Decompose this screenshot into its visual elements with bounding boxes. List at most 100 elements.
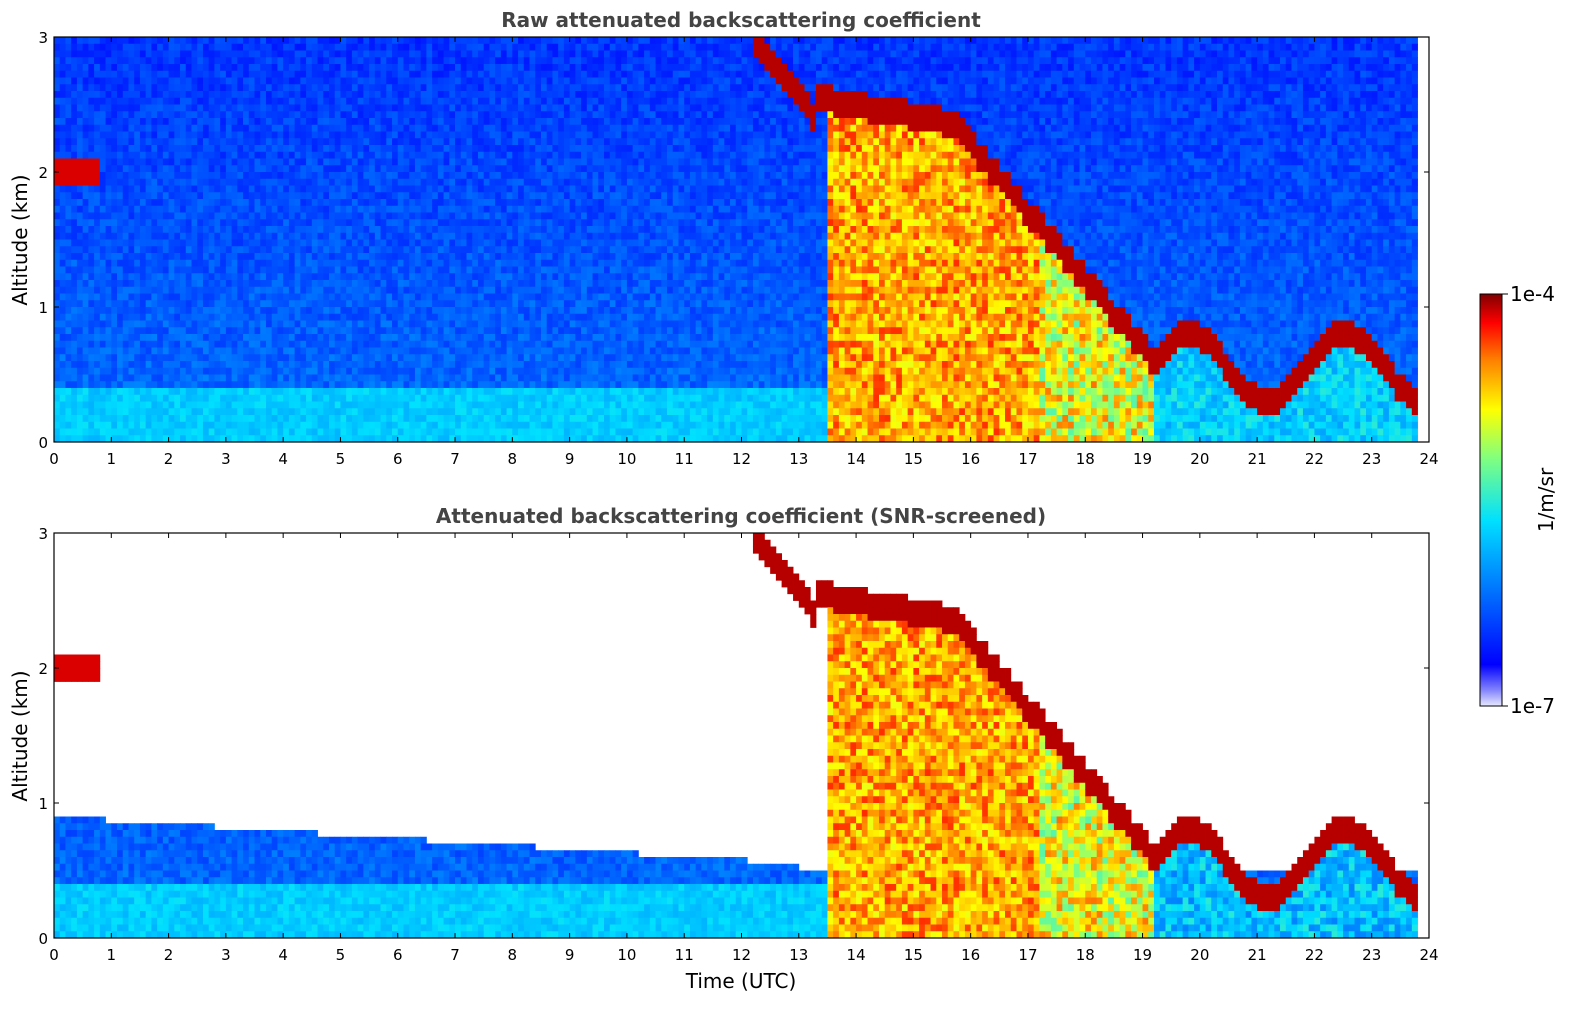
heatmap-cell xyxy=(122,408,129,416)
heatmap-cell xyxy=(351,246,359,254)
heatmap-cell xyxy=(168,70,175,78)
heatmap-cell xyxy=(403,57,410,65)
heatmap-cell xyxy=(414,192,422,200)
heatmap-cell xyxy=(122,185,129,193)
heatmap-cell xyxy=(225,394,233,402)
heatmap-cell xyxy=(489,334,496,342)
heatmap-cell xyxy=(202,246,210,254)
heatmap-cell xyxy=(506,307,513,315)
heatmap-cell xyxy=(392,118,399,126)
heatmap-cell xyxy=(311,172,318,180)
heatmap-cell xyxy=(111,64,118,72)
heatmap-cell xyxy=(512,199,519,207)
heatmap-cell xyxy=(99,104,106,112)
heatmap-cell xyxy=(162,394,169,402)
heatmap-cell xyxy=(145,97,152,105)
heatmap-cell xyxy=(512,57,519,65)
heatmap-cell xyxy=(283,347,290,355)
heatmap-cell xyxy=(151,131,158,139)
heatmap-cell xyxy=(134,111,141,119)
heatmap-cell xyxy=(214,286,221,294)
heatmap-cell xyxy=(306,91,313,99)
heatmap-cell xyxy=(346,367,353,375)
heatmap-cell xyxy=(380,408,387,416)
heatmap-cell xyxy=(99,145,106,153)
heatmap-cell xyxy=(369,205,376,213)
heatmap-cell xyxy=(426,104,433,112)
heatmap-cell xyxy=(111,226,118,234)
heatmap-cell xyxy=(523,226,530,234)
heatmap-cell xyxy=(306,340,313,348)
heatmap-cell xyxy=(265,313,273,321)
heatmap-cell xyxy=(329,266,336,274)
heatmap-cell xyxy=(139,172,147,180)
heatmap-cell xyxy=(145,394,152,402)
heatmap-cell xyxy=(145,226,152,234)
heatmap-cell xyxy=(432,327,439,335)
heatmap-cell xyxy=(202,199,210,207)
heatmap-cell xyxy=(231,320,238,328)
heatmap-cell xyxy=(420,347,427,355)
heatmap-cell xyxy=(111,388,118,396)
heatmap-cell xyxy=(168,57,175,65)
heatmap-cell xyxy=(117,185,124,193)
heatmap-cell xyxy=(248,226,255,234)
heatmap-cell xyxy=(466,280,473,288)
heatmap-cell xyxy=(248,421,255,429)
heatmap-cell xyxy=(495,64,502,72)
heatmap-cell xyxy=(76,266,84,274)
heatmap-cell xyxy=(128,64,135,72)
heatmap-cell xyxy=(512,415,519,423)
heatmap-cell xyxy=(357,138,364,146)
heatmap-cell xyxy=(437,381,444,389)
heatmap-cell xyxy=(414,320,422,328)
heatmap-cell xyxy=(288,212,296,220)
heatmap-cell xyxy=(202,367,210,375)
heatmap-cell xyxy=(374,192,381,200)
heatmap-cell xyxy=(466,401,473,409)
heatmap-cell xyxy=(117,84,124,92)
heatmap-cell xyxy=(403,246,410,254)
heatmap-cell xyxy=(180,77,187,85)
heatmap-cell xyxy=(139,232,147,240)
heatmap-cell xyxy=(237,259,244,267)
heatmap-cell xyxy=(323,320,330,328)
heatmap-cell xyxy=(363,111,370,119)
heatmap-cell xyxy=(128,374,135,382)
heatmap-cell xyxy=(306,111,313,119)
heatmap-cell xyxy=(243,286,250,294)
heatmap-cell xyxy=(357,246,364,254)
heatmap-cell xyxy=(420,97,427,105)
heatmap-cell xyxy=(386,334,393,342)
heatmap-cell xyxy=(420,151,427,159)
heatmap-cell xyxy=(386,145,393,153)
heatmap-cell xyxy=(472,354,479,362)
heatmap-cell xyxy=(162,212,169,220)
heatmap-cell xyxy=(208,165,215,173)
heatmap-cell xyxy=(151,212,158,220)
heatmap-cell xyxy=(374,246,381,254)
heatmap-cell xyxy=(65,367,72,375)
heatmap-cell xyxy=(76,131,84,139)
heatmap-cell xyxy=(71,205,78,213)
heatmap-cell xyxy=(76,151,84,159)
heatmap-cell xyxy=(300,313,307,321)
heatmap-cell xyxy=(317,293,324,301)
heatmap-cell xyxy=(294,286,301,294)
heatmap-cell xyxy=(449,151,456,159)
heatmap-cell xyxy=(197,266,204,274)
heatmap-cell xyxy=(472,131,479,139)
heatmap-cell xyxy=(157,131,164,139)
heatmap-cell xyxy=(145,57,152,65)
heatmap-cell xyxy=(472,219,479,227)
heatmap-cell xyxy=(288,327,296,335)
heatmap-cell xyxy=(437,259,444,267)
heatmap-cell xyxy=(317,340,324,348)
heatmap-cell xyxy=(483,50,490,58)
heatmap-cell xyxy=(386,43,393,51)
heatmap-cell xyxy=(409,185,416,193)
heatmap-cell xyxy=(374,266,381,274)
heatmap-cell xyxy=(380,428,387,436)
heatmap-cell xyxy=(483,266,490,274)
heatmap-cell xyxy=(432,165,439,173)
